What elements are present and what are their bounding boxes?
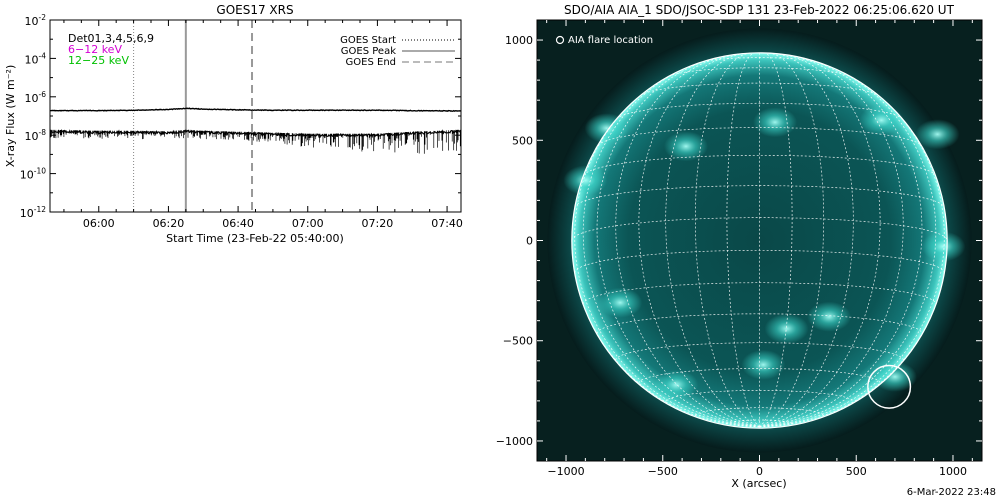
aia-active-region-12 — [741, 349, 786, 380]
aia-active-region-9 — [807, 301, 852, 332]
aia-x-tick-label-2: 0 — [756, 465, 763, 478]
aia-grid-meridian — [759, 53, 881, 428]
aia-y-tick-label-1: 500 — [512, 134, 533, 147]
aia-grid-meridian — [665, 53, 760, 428]
goes-y-ticks: 10-2 10-4 10-6 10-8 10-10 10-12 — [20, 13, 461, 220]
aia-y-tick-label-2: 0 — [526, 235, 533, 248]
aia-legend-marker — [555, 35, 565, 45]
aia-active-region-8 — [764, 313, 809, 344]
goes-x-tick-label-1: 06:20 — [153, 217, 185, 230]
aia-y-tick-label-4: −1000 — [496, 435, 533, 448]
goes-x-axis-label: Start Time (23-Feb-22 05:40:00) — [166, 232, 344, 245]
aia-grid-meridian — [638, 53, 760, 428]
aia-grid-meridian — [759, 53, 854, 428]
aia-heliographic-grid — [571, 52, 948, 428]
goes-y-tick-label-5: 10-12 — [20, 205, 46, 220]
band-label-6-12-kev: 6−12 keV — [68, 43, 122, 56]
goes-y-tick-label-3: 10-8 — [25, 128, 47, 143]
aia-active-regions — [563, 105, 966, 400]
aia-x-ticks: −1000 −500 0 500 1000 — [546, 20, 973, 478]
aia-grid-meridian — [726, 52, 760, 428]
aia-grid-parallel — [640, 82, 879, 96]
aia-active-region-6 — [598, 287, 643, 318]
legend-goes-start-label: GOES Start — [340, 35, 396, 46]
aia-grid-parallel — [616, 102, 903, 120]
aia-grid-meridian — [759, 56, 923, 428]
goes-y-tick-label-1: 10-4 — [25, 51, 47, 66]
goes-series — [50, 107, 461, 154]
aia-x-tick-label-3: 500 — [846, 465, 867, 478]
goes-series-short — [50, 129, 461, 139]
goes-event-lines — [133, 20, 254, 212]
aia-grid-meridian — [596, 56, 760, 428]
aia-y-tick-label-3: −500 — [503, 335, 533, 348]
aia-grid-meridian — [759, 52, 793, 428]
legend-goes-end-label: GOES End — [346, 57, 396, 68]
goes-xrs-panel: GOES17 XRS 10-2 10-4 10-6 10-8 10-10 10-12 06… — [4, 3, 463, 245]
aia-active-region-4 — [663, 131, 708, 162]
aia-panel: SDO/AIA AIA_1 SDO/JSOC-SDP 131 23-Feb-20… — [496, 3, 983, 490]
goes-y-axis-label: X-ray Flux (W m⁻²) — [4, 65, 17, 167]
aia-grid-parallel — [597, 127, 922, 146]
goes-y-tick-label-2: 10-6 — [25, 90, 47, 105]
aia-title: SDO/AIA AIA_1 SDO/JSOC-SDP 131 23-Feb-20… — [564, 3, 955, 17]
legend-goes-peak-label: GOES Peak — [341, 46, 396, 57]
goes-chart-title: GOES17 XRS — [216, 3, 293, 17]
aia-active-region-1 — [859, 105, 904, 136]
aia-active-region-10 — [872, 361, 917, 392]
band-label-12-25-kev: 12−25 keV — [68, 54, 129, 67]
band-label-detectors: Det01,3,4,5,6,9 — [68, 32, 154, 45]
aia-grid-parallel — [583, 154, 936, 176]
aia-legend: AIA flare location — [555, 35, 653, 46]
aia-x-axis-label: X (arcsec) — [731, 477, 786, 490]
goes-x-tick-label-0: 06:00 — [83, 217, 115, 230]
aia-active-region-11 — [921, 231, 966, 262]
aia-grid-meridian — [615, 54, 760, 428]
aia-x-tick-label-0: −1000 — [547, 465, 584, 478]
goes-y-tick-label-4: 10-10 — [20, 167, 46, 182]
goes-y-tick-label-0: 10-2 — [25, 13, 47, 28]
aia-solar-limb — [571, 52, 948, 429]
aia-active-region-7 — [654, 369, 699, 400]
aia-active-region-5 — [563, 165, 608, 196]
aia-grid-meridian — [759, 62, 937, 428]
aia-active-region-2 — [915, 119, 960, 150]
aia-y-tick-label-0: 1000 — [505, 34, 533, 47]
aia-y-ticks: 1000 500 0 −500 −1000 — [496, 34, 982, 448]
goes-band-labels: Det01,3,4,5,6,9 6−12 keV 12−25 keV — [68, 32, 154, 67]
goes-x-tick-label-5: 07:40 — [431, 217, 463, 230]
aia-active-region-0 — [584, 113, 629, 144]
goes-legend: GOES Start GOES Peak GOES End — [340, 35, 455, 68]
aia-x-tick-label-4: 1000 — [939, 465, 967, 478]
goes-x-tick-label-2: 06:40 — [222, 217, 254, 230]
aia-grid-parallel — [615, 342, 904, 361]
aia-flare-marker — [867, 364, 912, 409]
goes-x-ticks: 06:00 06:20 06:40 07:00 07:20 07:40 — [63, 20, 463, 230]
aia-grid-parallel — [596, 313, 923, 334]
aia-grid-meridian — [759, 54, 904, 428]
aia-grid-meridian — [574, 87, 760, 428]
aia-x-tick-label-1: −500 — [648, 465, 678, 478]
goes-x-tick-label-3: 07:00 — [292, 217, 324, 230]
aia-grid-meridian — [582, 62, 760, 428]
goes-series-long — [50, 107, 461, 113]
aia-grid-meridian — [759, 52, 825, 428]
aia-legend-label: AIA flare location — [568, 35, 653, 46]
aia-grid-meridian — [694, 52, 760, 428]
goes-x-tick-label-4: 07:20 — [362, 217, 394, 230]
footer-timestamp: 6-Mar-2022 23:48 — [907, 487, 996, 498]
aia-grid-meridian — [759, 87, 945, 428]
aia-grid-parallel — [638, 368, 881, 384]
